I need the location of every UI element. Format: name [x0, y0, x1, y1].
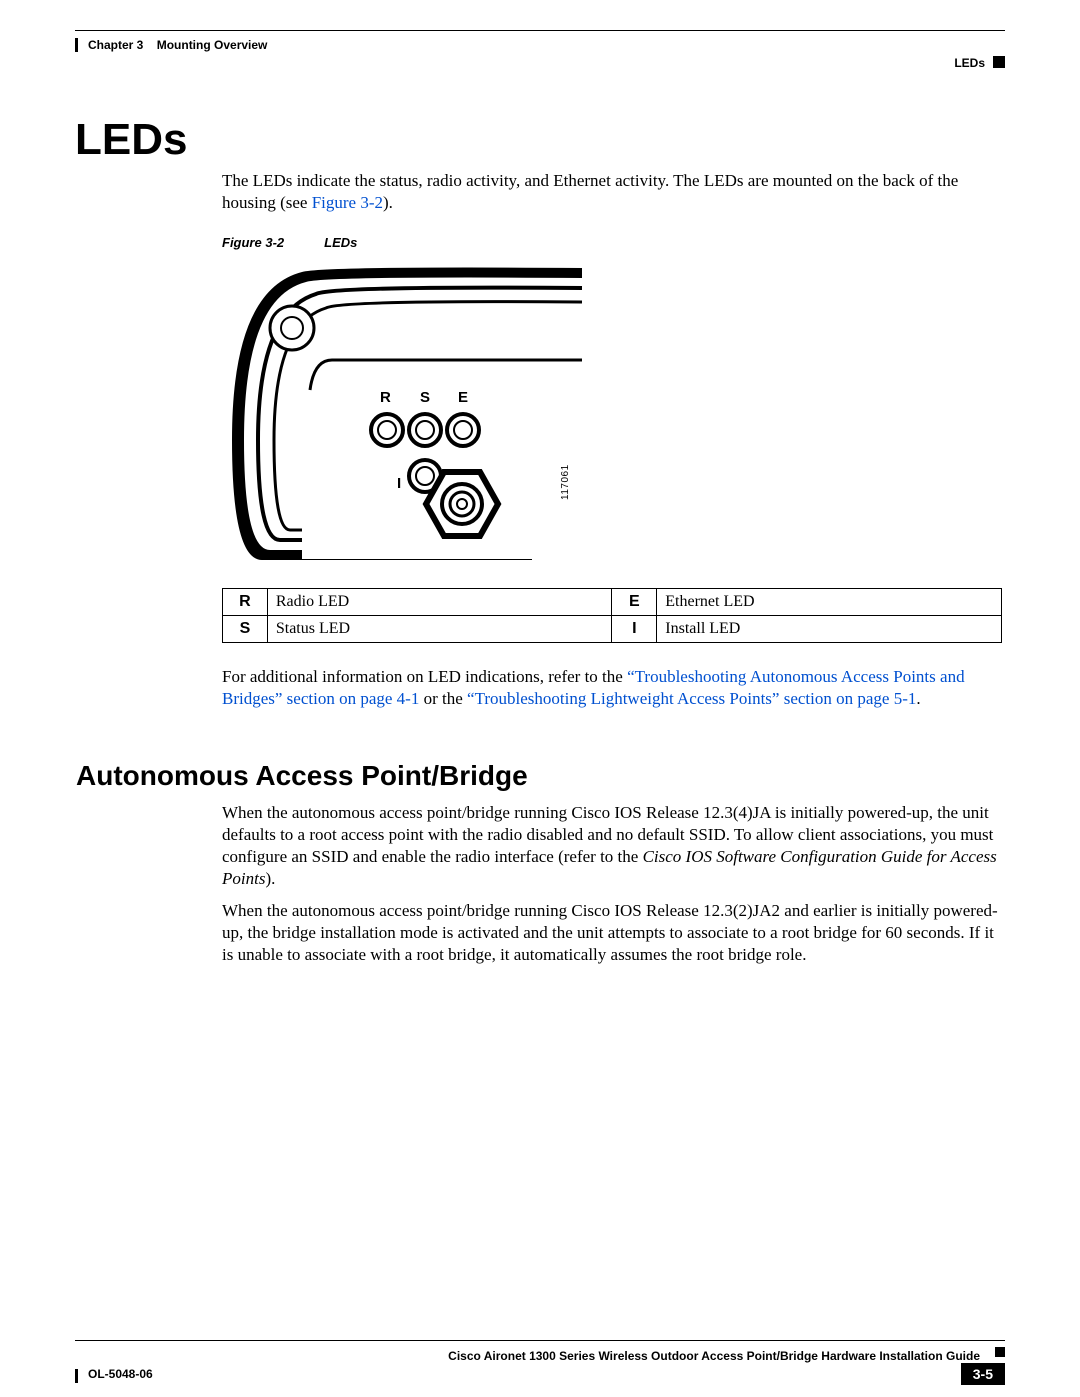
- footer-doc-id: OL-5048-06: [88, 1367, 153, 1381]
- cell-desc: Status LED: [267, 616, 612, 643]
- figure-caption: Figure 3-2 LEDs: [222, 235, 357, 250]
- figure-diagram: R S E I: [222, 260, 592, 560]
- text: For additional information on LED indica…: [222, 667, 627, 686]
- figure-title: LEDs: [324, 235, 357, 250]
- figure-partnumber: 117061: [560, 464, 571, 500]
- text: or the: [419, 689, 467, 708]
- cell-desc: Radio LED: [267, 589, 612, 616]
- label-I: I: [397, 475, 401, 492]
- table-row: S Status LED I Install LED: [223, 616, 1002, 643]
- footer-rule: [75, 1340, 1005, 1341]
- cell-desc: Ethernet LED: [657, 589, 1002, 616]
- footer-marker-square: [995, 1347, 1005, 1357]
- leds-intro-paragraph: The LEDs indicate the status, radio acti…: [222, 170, 1002, 214]
- label-R: R: [380, 389, 391, 406]
- cell-key: E: [612, 589, 657, 616]
- cell-desc: Install LED: [657, 616, 1002, 643]
- running-header-right: LEDs: [954, 56, 985, 70]
- intro-text-b: ).: [383, 193, 393, 212]
- autonomous-paragraph-1: When the autonomous access point/bridge …: [222, 802, 1002, 890]
- led-legend-table: R Radio LED E Ethernet LED S Status LED …: [222, 588, 1002, 643]
- footer-page-number: 3-5: [961, 1363, 1005, 1385]
- cell-key: S: [223, 616, 268, 643]
- led-crossref-paragraph: For additional information on LED indica…: [222, 666, 1002, 710]
- chapter-title: Mounting Overview: [157, 38, 268, 52]
- text: ).: [265, 869, 275, 888]
- section-heading-leds: LEDs: [75, 118, 187, 162]
- page: Chapter 3 Mounting Overview LEDs LEDs Th…: [0, 0, 1080, 1397]
- footer-guide-title: Cisco Aironet 1300 Series Wireless Outdo…: [448, 1349, 980, 1363]
- header-vert-rule: [75, 38, 78, 52]
- cell-key: I: [612, 616, 657, 643]
- label-S: S: [420, 389, 430, 406]
- autonomous-paragraph-2: When the autonomous access point/bridge …: [222, 900, 1002, 966]
- header-rule: [75, 30, 1005, 31]
- chapter-number: Chapter 3: [88, 38, 143, 52]
- cell-key: R: [223, 589, 268, 616]
- running-header-left: Chapter 3 Mounting Overview: [88, 38, 267, 52]
- footer-vert-rule: [75, 1369, 78, 1383]
- xref-link-lightweight[interactable]: “Troubleshooting Lightweight Access Poin…: [467, 689, 916, 708]
- label-E: E: [458, 389, 468, 406]
- figure-number: Figure 3-2: [222, 235, 284, 250]
- section-heading-autonomous: Autonomous Access Point/Bridge: [76, 760, 528, 792]
- table-row: R Radio LED E Ethernet LED: [223, 589, 1002, 616]
- header-marker-square: [993, 56, 1005, 68]
- figure-ref-link[interactable]: Figure 3-2: [312, 193, 383, 212]
- text: .: [916, 689, 920, 708]
